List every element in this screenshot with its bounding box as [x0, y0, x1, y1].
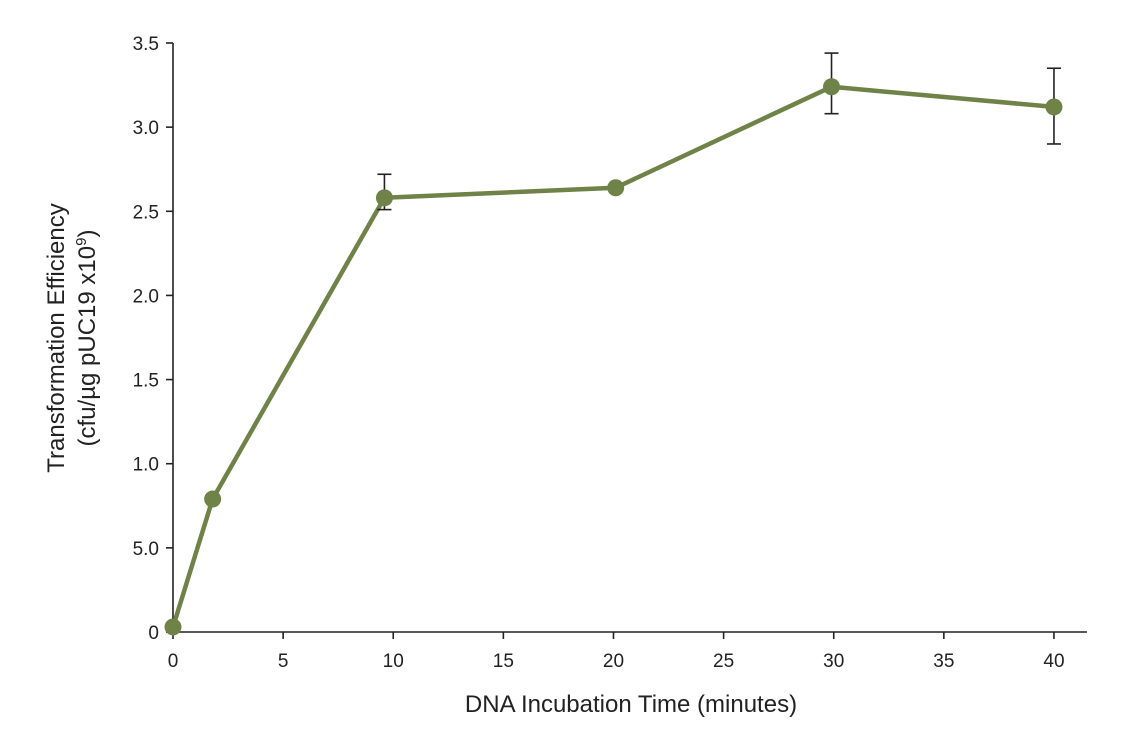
- y-tick-label: 2.0: [133, 286, 159, 307]
- data-point: [1045, 98, 1063, 116]
- axes: 0 5.0 1.0 1.5 2.0 2.5 3.0 3.5 0 5 10 15 20 25 30 35 40: [133, 34, 1087, 672]
- y-axis-title-line2: (cfu/µg pUC19 x109): [73, 230, 101, 447]
- y-tick-label: 2.5: [133, 202, 159, 223]
- data-point: [164, 618, 182, 636]
- y-axis-unit-exponent: 9: [73, 238, 90, 246]
- y-axis-title: Transformation Efficiency: [43, 203, 70, 472]
- x-tick-label: 0: [168, 651, 179, 672]
- y-tick-label: 1.5: [133, 371, 159, 392]
- x-tick-label: 25: [713, 651, 734, 672]
- y-tick-label: 5.0: [133, 539, 159, 560]
- x-tick-label: 5: [278, 651, 289, 672]
- y-tick-label: 3.5: [133, 34, 159, 55]
- x-tick-label: 10: [383, 651, 404, 672]
- x-tick-label: 40: [1043, 651, 1064, 672]
- series-layer: [164, 52, 1063, 636]
- series-line: [170, 84, 1057, 630]
- data-point: [823, 78, 841, 96]
- data-point: [375, 189, 393, 207]
- x-tick-label: 30: [823, 651, 844, 672]
- y-tick-label: 3.0: [133, 118, 159, 139]
- x-tick-label: 15: [493, 651, 514, 672]
- data-point: [607, 179, 625, 197]
- y-tick-label: 1.0: [133, 455, 159, 476]
- x-tick-label: 20: [603, 651, 624, 672]
- x-axis-title: DNA Incubation Time (minutes): [465, 691, 797, 718]
- y-tick-label: 0: [148, 623, 159, 644]
- y-axis-unit-text: (cfu/µg pUC19 x10: [74, 246, 101, 447]
- data-point: [204, 490, 222, 508]
- x-tick-label: 35: [933, 651, 954, 672]
- y-axis-unit-close: ): [74, 230, 101, 238]
